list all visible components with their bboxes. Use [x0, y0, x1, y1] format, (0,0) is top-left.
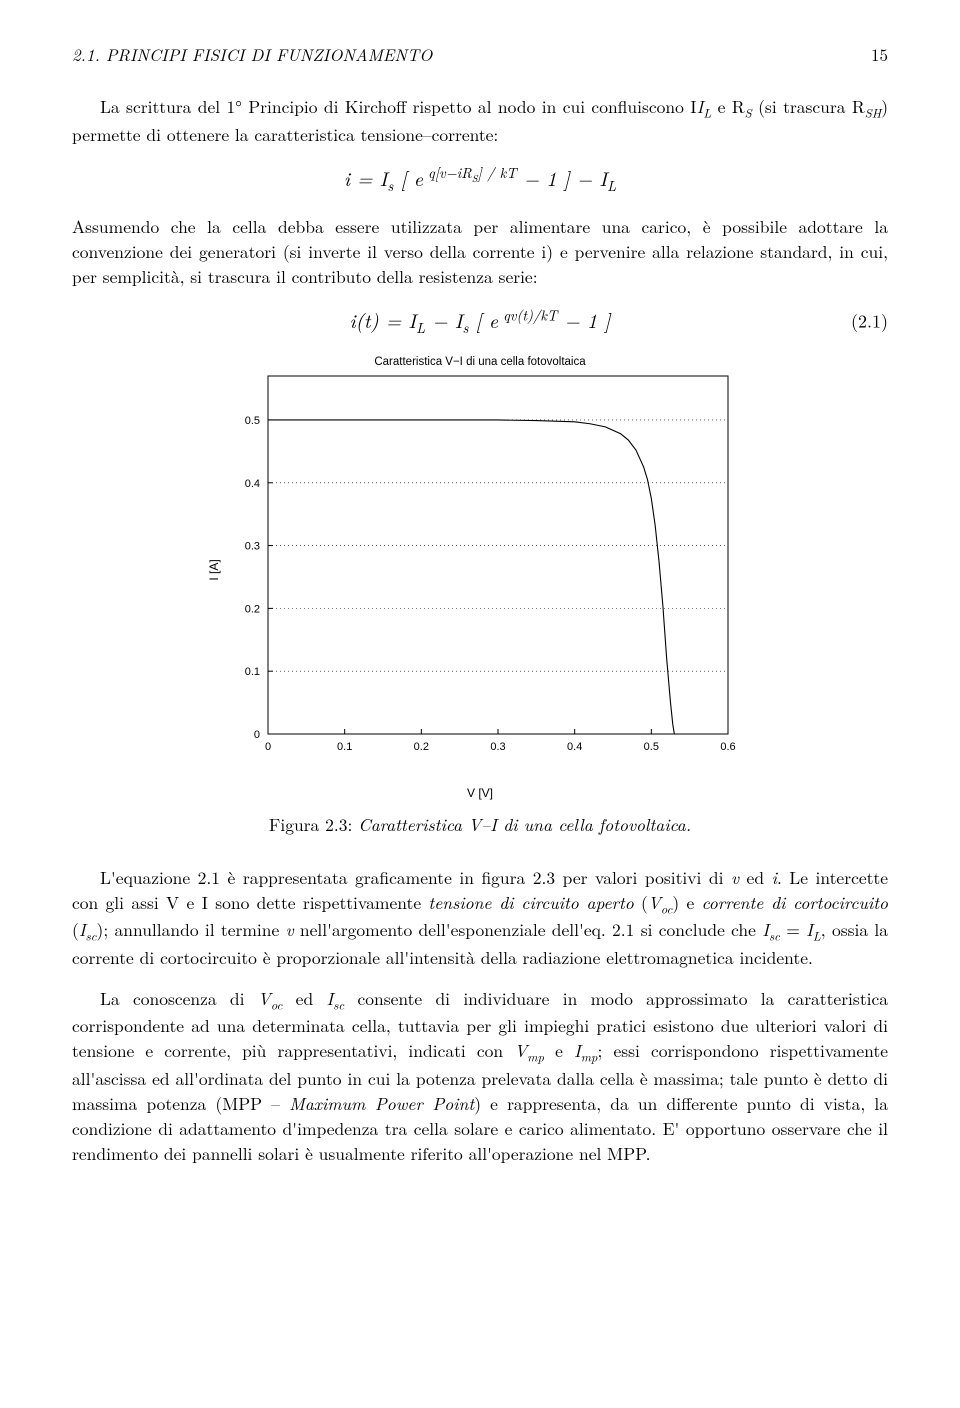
equation-content: i = Is [ e q[v−iRS] / kT − 1 ] − IL — [344, 163, 616, 192]
svg-text:0.1: 0.1 — [245, 666, 260, 678]
chart-container: Caratteristica V−I di una cella fotovolt… — [220, 356, 740, 770]
svg-text:0.4: 0.4 — [567, 741, 582, 753]
text: (si trascura R — [752, 94, 865, 119]
equation-1: i = Is [ e q[v−iRS] / kT − 1 ] − IL — [72, 163, 888, 196]
caption-text: Caratteristica V–I di una cella fotovolt… — [358, 812, 691, 837]
chart-svg: 0 0.1 0.2 0.3 0.4 0.5 0 0.1 0.2 0.3 0.4 0.5 0.6 — [220, 370, 740, 770]
svg-text:0: 0 — [254, 729, 260, 741]
caption-label: Figura 2.3: — [269, 812, 352, 837]
text: e R — [711, 94, 744, 119]
svg-text:0.3: 0.3 — [490, 741, 505, 753]
page-header: 2.1. PRINCIPI FISICI DI FUNZIONAMENTO 15 — [72, 42, 888, 66]
x-axis-label: V [V] — [467, 786, 493, 800]
svg-text:0.6: 0.6 — [720, 741, 735, 753]
page: 2.1. PRINCIPI FISICI DI FUNZIONAMENTO 15… — [0, 0, 960, 1408]
text: La scrittura del 1° Principio di Kirchof… — [100, 94, 697, 119]
chart-title: Caratteristica V−I di una cella fotovolt… — [220, 356, 740, 368]
svg-text:0.1: 0.1 — [337, 741, 352, 753]
paragraph-1: La scrittura del 1° Principio di Kirchof… — [72, 94, 888, 147]
equation-number: (2.1) — [851, 309, 888, 334]
equation-content: i(t) = IL − Is [ e qv(t)/kT − 1 ] — [350, 305, 611, 334]
svg-text:0: 0 — [265, 741, 271, 753]
section-title: 2.1. PRINCIPI FISICI DI FUNZIONAMENTO — [72, 42, 432, 66]
paragraph-3: L'equazione 2.1 è rappresentata graficam… — [72, 865, 888, 970]
page-number: 15 — [871, 42, 888, 66]
svg-text:0.4: 0.4 — [245, 477, 260, 489]
paragraph-4: La conoscenza di Voc ed Isc consente di … — [72, 986, 888, 1166]
equation-2: i(t) = IL − Is [ e qv(t)/kT − 1 ] (2.1) — [72, 305, 888, 338]
svg-text:0.5: 0.5 — [644, 741, 659, 753]
svg-text:0.5: 0.5 — [245, 415, 260, 427]
chart-frame: 00.10.20.30.40.500.10.20.30.40.50.6 I [A… — [220, 370, 740, 770]
paragraph-2: Assumendo che la cella debba essere util… — [72, 214, 888, 289]
svg-text:0.2: 0.2 — [245, 603, 260, 615]
y-axis-label: I [A] — [207, 559, 221, 580]
svg-text:0.2: 0.2 — [414, 741, 429, 753]
figure-caption: Figura 2.3: Caratteristica V–I di una ce… — [72, 812, 888, 837]
svg-text:0.3: 0.3 — [245, 540, 260, 552]
